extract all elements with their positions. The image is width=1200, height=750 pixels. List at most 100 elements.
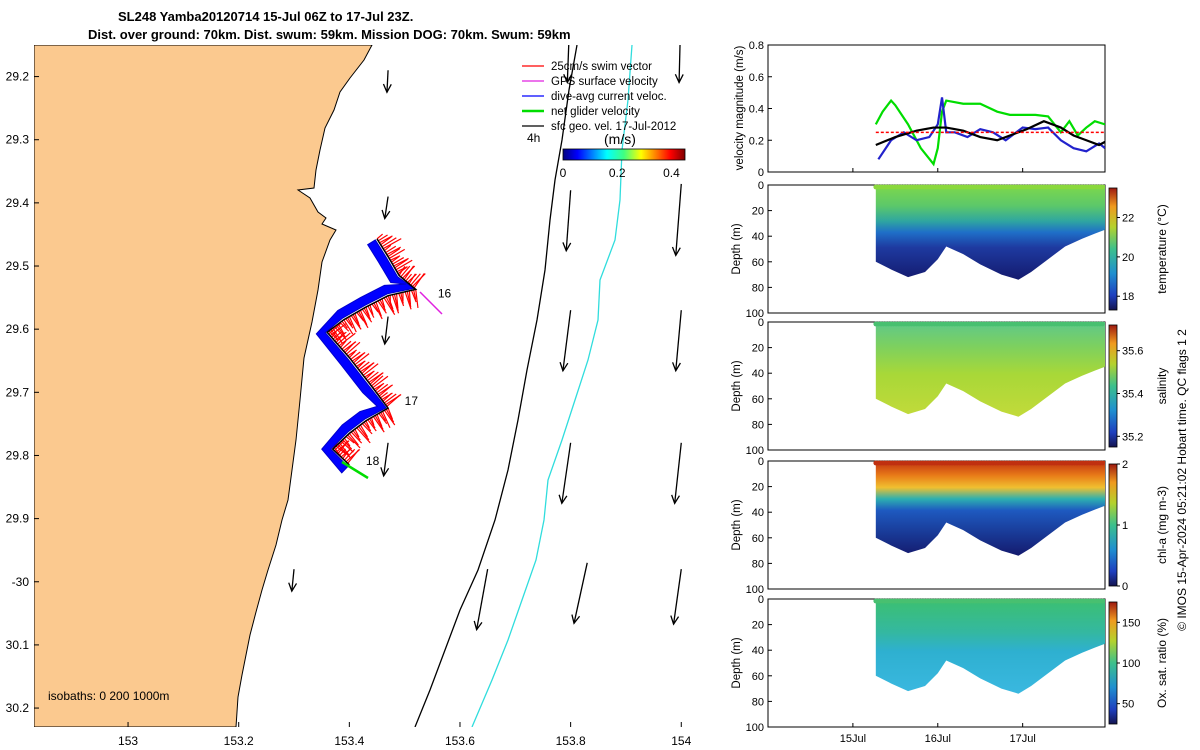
swim-vector [382,393,392,402]
oxygen-section-colorbar-tick-label: 100 [1122,658,1140,670]
swim-vector [353,352,365,364]
geo-vector [675,310,682,371]
swim-vector [383,409,396,426]
swim-vector [365,371,374,380]
glider-track-line [326,238,418,466]
swim-vector [415,289,419,308]
legend-colorbar-tick: 0 [560,166,567,180]
chlorophyll-section-colorbar [1108,463,1118,587]
swim-vector [340,340,347,348]
geo-vector [675,183,682,256]
temperature-section-y-tick-label: 80 [752,282,764,294]
swim-vector [369,372,383,385]
swim-vector [369,304,374,315]
geo-vector [291,569,295,592]
geo-vector-head [571,614,581,625]
swim-vector [383,297,396,315]
coastline-land [34,45,373,727]
map-x-ticks: 153 153.2 153.4 153.6 153.8 154 [118,722,692,748]
day-labels: 16 17 18 [366,287,452,468]
geo-vector [561,442,572,504]
geo-vector-head [562,242,572,253]
geo-vector [678,45,681,83]
chlorophyll-section-colorbar-tick-label: 1 [1122,520,1128,532]
swim-vector [352,314,361,327]
map-x-tick-label: 153.8 [556,734,586,748]
chlorophyll-section-colorbar-label: chl-a (mg m-3) [1155,486,1169,564]
temperature-section-y-tick-label: 40 [752,231,764,243]
geo-vector [386,70,389,93]
swim-vector [410,290,417,303]
oxygen-section-colorbar [1108,601,1118,725]
chlorophyll-section-panel: 0 20 40 60 80 100 Depth (m) 0 1 2 chl-a (mg m-3) [731,456,1169,596]
temperature-section-y-tick-label: 100 [746,308,764,320]
chlorophyll-section-colorbar-tick-label: 2 [1122,459,1128,471]
geo-vector-head [670,615,680,626]
salinity-section-y-tick-label: 80 [752,419,764,431]
legend-colorbar-tick: 0.4 [663,166,680,180]
oxygen-section-y-tick-label: 100 [746,722,764,734]
geo-vector [384,316,389,345]
geo-vector-head [381,335,391,346]
chlorophyll-section-y-tick-label: 40 [752,507,764,519]
velocity-y-tick-label: 0.8 [749,40,764,52]
oxygen-section-y-tick-label: 0 [758,594,764,606]
map-x-tick-label: 153 [118,734,138,748]
swim-vector [376,233,384,240]
swim-vector [335,324,346,338]
swim-vector [356,427,371,444]
time-x-tick-label: 17Jul [1010,733,1036,745]
oxygen-section-y-tick-label: 60 [752,671,764,683]
geo-vector [383,442,389,476]
legend-entry-gps: GPS surface velocity [522,76,658,88]
map-x-tick-label: 153.4 [334,734,364,748]
temperature-section-panel: 0 20 40 60 80 100 Depth (m) 18 20 22 temperature (… [731,180,1169,320]
swim-vector [406,291,412,308]
swim-vector [356,311,365,322]
swim-vector [374,415,384,430]
swim-vector [400,292,404,304]
swim-vector [341,340,352,350]
temperature-section-y-tick-label: 20 [752,206,764,218]
swim-vector [386,394,401,407]
swim-vector [354,428,360,438]
swim-vector [345,318,354,329]
chlorophyll-section-y-tick-label: 80 [752,558,764,570]
time-x-tick-label: 15Jul [840,733,866,745]
swim-vector [350,315,362,330]
swim-vector [371,303,379,313]
swim-vector [370,417,375,426]
gps-velocity-arrow [419,291,443,315]
map-y-tick-label: 30.2 [6,701,30,715]
swim-vector [413,273,425,289]
oxygen-section-colorbar-tick-label: 150 [1122,617,1140,629]
swim-vector [372,416,385,433]
oxygen-section-colorbar-label: Ox. sat. ratio (%) [1155,618,1169,708]
oxygen-section-panel: 0 20 40 60 80 100 Depth (m) 50 100 150 Ox. sat. ra… [731,594,1169,734]
swim-vector [408,273,416,285]
salinity-section-y-tick-label: 0 [758,317,764,329]
swim-vector [367,419,377,432]
oxygen-section-sample [1100,598,1105,604]
swim-vector [377,234,388,242]
legend-scale-label: 4h [527,131,540,145]
swim-vector [338,332,356,347]
geostrophic-vectors [288,45,684,632]
velocity-panel: 0 0.2 0.4 0.6 0.8 velocity magnitude (m/s) [734,40,1106,179]
map-legend: 25cm/s swim vector GPS surface velocity … [522,61,686,180]
geo-vector [566,45,570,83]
swim-vector [393,294,399,311]
salinity-section-colorbar-tick-label: 35.6 [1122,346,1143,358]
geo-vector-head [381,209,391,221]
swim-vector [383,244,392,252]
swim-vector [367,305,375,318]
swim-vector [378,413,388,425]
swim-vector [387,295,394,310]
temperature-section-y-tick-label: 60 [752,257,764,269]
legend-label-current: dive-avg current veloc. [551,91,667,103]
legend-colorbar-unit: (m/s) [604,131,636,147]
swim-vector [345,436,355,444]
swim-vector [403,265,415,280]
isobath-1000m [471,45,633,727]
